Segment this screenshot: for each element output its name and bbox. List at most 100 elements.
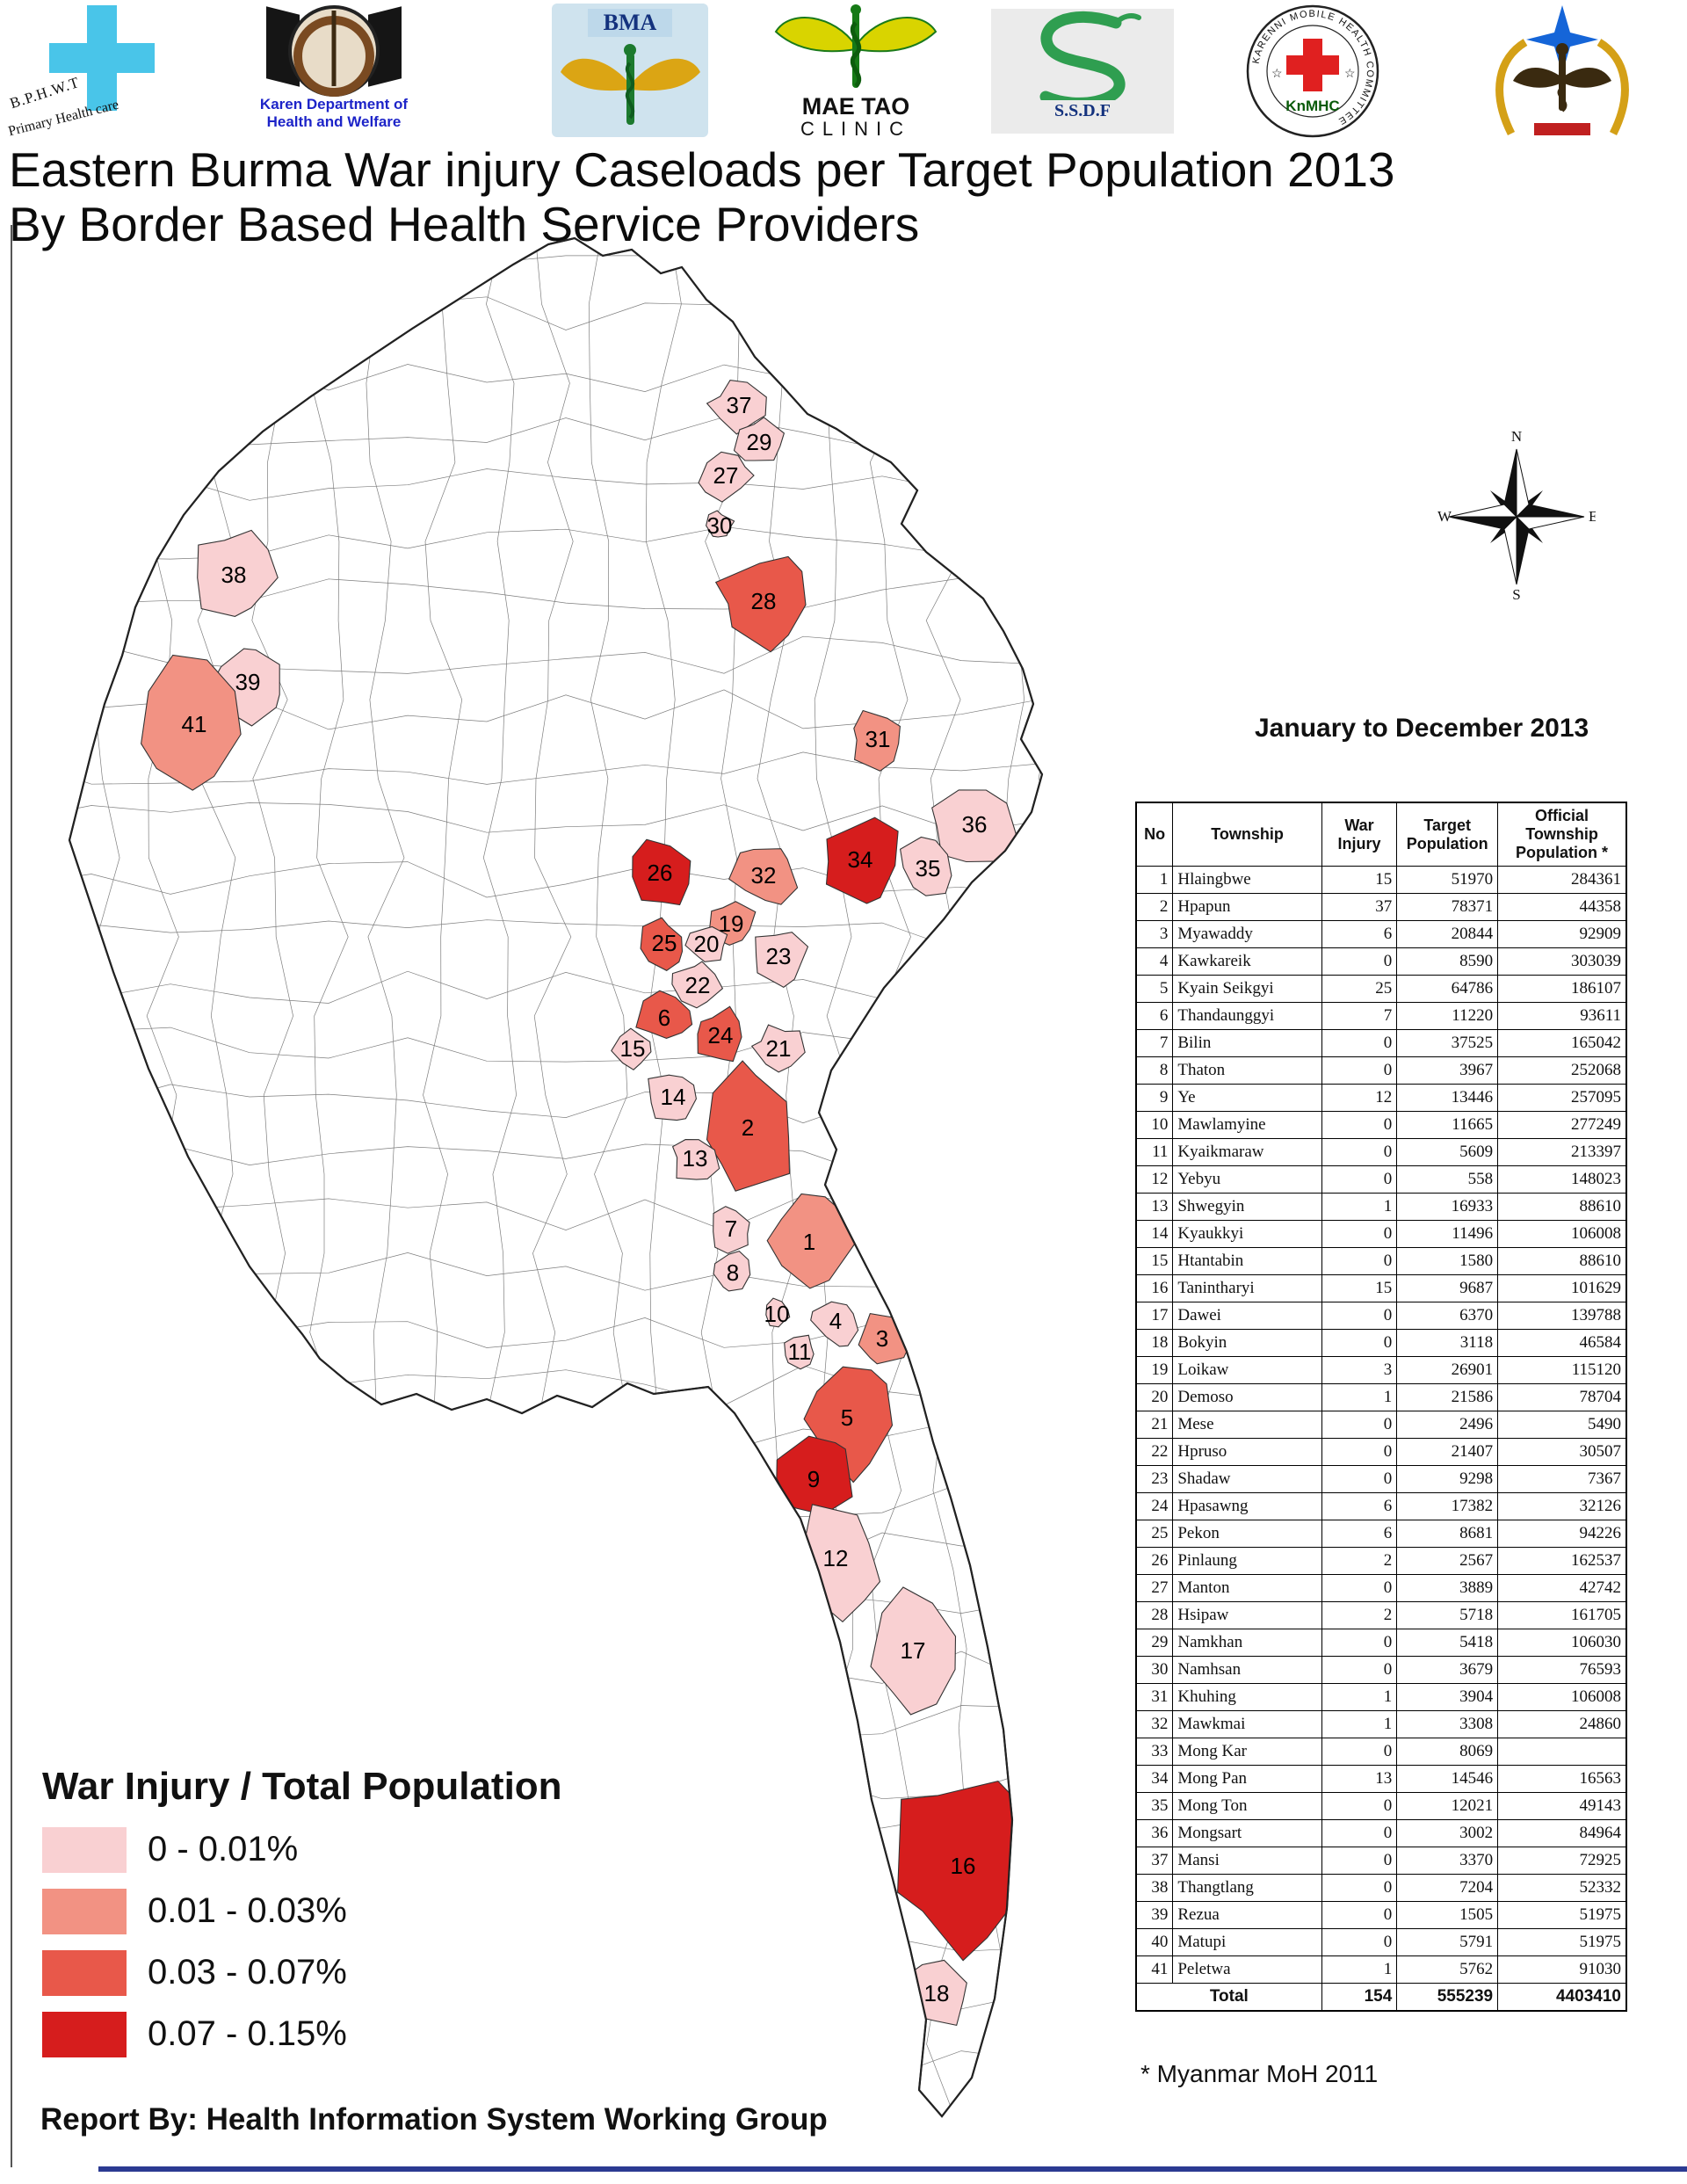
township-number-22: 22: [685, 972, 711, 998]
table-row: 14 Kyaukkyi 0 11496 106008: [1135, 1220, 1627, 1248]
township-region-17: [870, 1586, 957, 1716]
township-number-18: 18: [924, 1980, 950, 2006]
township-region-23: [755, 932, 809, 988]
country-border: [68, 236, 1044, 2118]
township-number-27: 27: [713, 462, 739, 489]
logo-kdhw-caption: Karen Department of Health and Welfare: [224, 96, 444, 131]
legend-title: War Injury / Total Population: [42, 1765, 562, 1808]
table-row: 6 Thandaunggyi 7 11220 93611: [1135, 1002, 1627, 1030]
township-region-10: [765, 1297, 791, 1328]
township-region-36: [931, 789, 1018, 863]
table-header-col-4: Official Township Population *: [1497, 802, 1627, 867]
table-row: 27 Manton 0 3889 42742: [1135, 1574, 1627, 1602]
township-region-35: [899, 836, 952, 896]
logo-bma: BMA: [552, 4, 708, 137]
township-region-21: [750, 1024, 806, 1073]
township-number-31: 31: [865, 726, 891, 752]
table-row: 28 Hsipaw 2 5718 161705: [1135, 1601, 1627, 1629]
township-region-41: [141, 654, 242, 791]
township-number-23: 23: [766, 943, 792, 969]
township-number-21: 21: [766, 1035, 792, 1062]
karenni-health-emblem-icon: [1495, 5, 1629, 136]
township-region-27: [698, 451, 755, 503]
table-total-row: Total 154 555239 4403410: [1135, 1983, 1627, 2012]
township-region-11: [784, 1334, 815, 1370]
township-region-22: [671, 961, 724, 1009]
township-number-16: 16: [951, 1853, 976, 1879]
table-row: 8 Thaton 0 3967 252068: [1135, 1056, 1627, 1085]
table-row: 39 Rezua 0 1505 51975: [1135, 1901, 1627, 1929]
legend-label: 0.07 - 0.15%: [148, 2014, 347, 2053]
table-header: No Township War Injury Target Population Off…: [1135, 802, 1627, 867]
township-region-6: [635, 990, 693, 1039]
township-number-1: 1: [803, 1229, 815, 1255]
table-row: 23 Shadaw 0 9298 7367: [1135, 1465, 1627, 1493]
page-title-line1: Eastern Burma War injury Caseloads per T…: [9, 142, 1395, 197]
table-row: 3 Myawaddy 6 20844 92909: [1135, 920, 1627, 948]
table-row: 33 Mong Kar 0 8069: [1135, 1738, 1627, 1766]
township-region-25: [640, 917, 684, 971]
table-footnote: * Myanmar MoH 2011: [1140, 2060, 1379, 2087]
table-row: 19 Loikaw 3 26901 115120: [1135, 1356, 1627, 1384]
township-number-36: 36: [962, 811, 988, 838]
township-number-41: 41: [182, 711, 207, 737]
table-row: 18 Bokyin 0 3118 46584: [1135, 1329, 1627, 1357]
township-number-35: 35: [916, 855, 941, 882]
table-row: 40 Matupi 0 5791 51975: [1135, 1928, 1627, 1956]
township-number-30: 30: [707, 512, 733, 539]
logo-maetao: MAE TAO CLINIC: [760, 4, 952, 142]
township-number-34: 34: [848, 846, 873, 873]
township-number-13: 13: [683, 1145, 708, 1172]
township-region-5: [803, 1366, 894, 1484]
logo-strip: B.P.H.W.T Primary Health care Karen Depa…: [0, 0, 1687, 142]
township-number-2: 2: [742, 1114, 754, 1141]
table-row: 37 Mansi 0 3370 72925: [1135, 1847, 1627, 1875]
logo-karenni-health: [1448, 4, 1676, 142]
knmhc-emblem-icon: KARENNI MOBILE HEALTH COMMITTEE ☆ ☆ KnMH…: [1246, 4, 1379, 138]
township-region-34: [825, 816, 899, 904]
table-row: 16 Tanintharyi 15 9687 101629: [1135, 1274, 1627, 1302]
township-region-15: [611, 1027, 652, 1070]
compass-main-points: [1448, 448, 1585, 585]
legend-label: 0.03 - 0.07%: [148, 1953, 347, 1992]
logo-knmhc: KARENNI MOBILE HEALTH COMMITTEE ☆ ☆ KnMH…: [1223, 4, 1403, 140]
table-row: 35 Mong Ton 0 12021 49143: [1135, 1792, 1627, 1820]
bottom-divider-line: [98, 2166, 1687, 2172]
compass-rose-icon: N E S W: [1437, 429, 1596, 603]
table-header-col-0: No: [1135, 802, 1174, 867]
township-region-28: [714, 555, 807, 653]
page-title: Eastern Burma War injury Caseloads per T…: [9, 142, 1683, 251]
legend-swatch: [42, 2011, 127, 2057]
ssdf-s-icon: [1039, 11, 1141, 109]
township-region-30: [706, 510, 735, 538]
logo-knmhc-label: KnMHC: [1285, 98, 1339, 114]
township-number-20: 20: [694, 931, 720, 957]
maetao-caduceus-icon: [774, 4, 938, 88]
logo-bphwt: B.P.H.W.T Primary Health care: [7, 4, 196, 139]
township-number-4: 4: [829, 1308, 842, 1334]
figure-left-border: [11, 225, 12, 2167]
table-row: 29 Namkhan 0 5418 106030: [1135, 1629, 1627, 1657]
township-number-12: 12: [823, 1545, 849, 1571]
township-number-28: 28: [751, 588, 777, 614]
table-row: 30 Namhsan 0 3679 76593: [1135, 1656, 1627, 1684]
report-by-label: Report By: Health Information System Wor…: [40, 2102, 828, 2137]
township-region-29: [733, 417, 786, 461]
logo-ssdf-label: S.S.D.F: [1054, 101, 1111, 120]
table-row: 9 Ye 12 13446 257095: [1135, 1084, 1627, 1112]
township-number-39: 39: [235, 669, 261, 695]
table-row: 31 Khuhing 1 3904 106008: [1135, 1683, 1627, 1711]
legend-item-2: 0.03 - 0.07%: [42, 1949, 657, 1996]
bma-caduceus-icon: [560, 44, 700, 125]
table-row: 15 Htantabin 0 1580 88610: [1135, 1247, 1627, 1275]
township-region-38: [197, 529, 279, 617]
township-number-29: 29: [747, 429, 772, 455]
table-header-col-1: Township: [1172, 802, 1322, 867]
township-number-7: 7: [725, 1215, 737, 1242]
table-row: 2 Hpapun 37 78371 44358: [1135, 893, 1627, 921]
legend-label: 0.01 - 0.03%: [148, 1891, 347, 1930]
table-row: 25 Pekon 6 8681 94226: [1135, 1520, 1627, 1548]
logo-bma-label: BMA: [588, 9, 672, 37]
